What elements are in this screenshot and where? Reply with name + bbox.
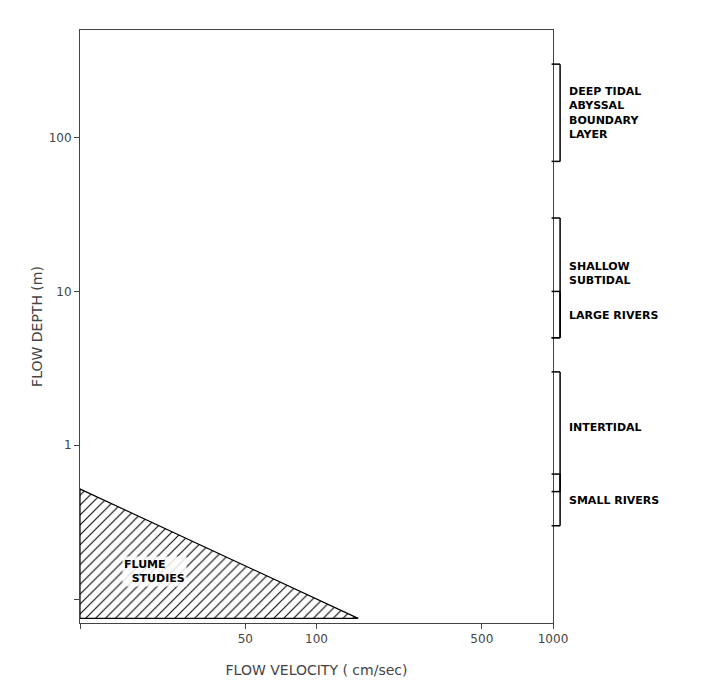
svg-text:FLOW DEPTH (m): FLOW DEPTH (m) bbox=[29, 266, 45, 387]
svg-text:100: 100 bbox=[305, 632, 328, 646]
svg-text:500: 500 bbox=[470, 632, 493, 646]
svg-text:DEEP TIDALABYSSALBOUNDARYLAYER: DEEP TIDALABYSSALBOUNDARYLAYER bbox=[569, 85, 641, 141]
svg-text:FLOW VELOCITY ( cm/sec): FLOW VELOCITY ( cm/sec) bbox=[226, 662, 408, 678]
svg-text:SMALL RIVERS: SMALL RIVERS bbox=[569, 494, 659, 507]
svg-text:SHALLOWSUBTIDAL: SHALLOWSUBTIDAL bbox=[569, 260, 631, 287]
svg-text:50: 50 bbox=[238, 632, 253, 646]
svg-text:INTERTIDAL: INTERTIDAL bbox=[569, 421, 642, 434]
svg-text:10: 10 bbox=[56, 285, 71, 299]
svg-text:LARGE RIVERS: LARGE RIVERS bbox=[569, 309, 658, 322]
svg-text:100: 100 bbox=[49, 131, 72, 145]
svg-text:1000: 1000 bbox=[538, 632, 569, 646]
svg-text:1: 1 bbox=[64, 438, 72, 452]
svg-text:FLUME STUDIES: FLUME STUDIES bbox=[124, 558, 185, 585]
